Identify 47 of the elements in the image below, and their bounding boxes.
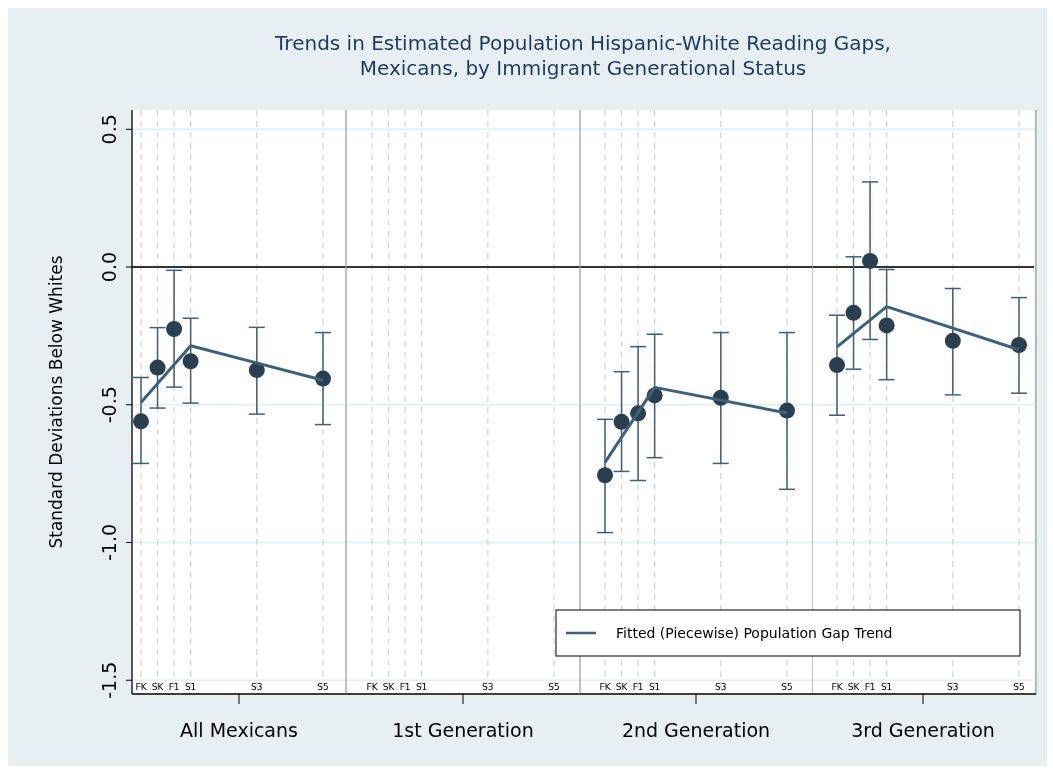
x-tick-label: S3 (715, 682, 727, 692)
x-tick-label: S3 (251, 682, 263, 692)
x-tick-label: S1 (415, 682, 428, 692)
point (597, 467, 613, 484)
x-tick-label: S1 (648, 682, 661, 692)
x-tick-label: S1 (880, 682, 893, 692)
point (878, 317, 895, 334)
x-tick-label: S3 (482, 682, 494, 692)
point (829, 357, 845, 374)
x-axis-title: All Mexicans (180, 719, 298, 741)
x-tick-label: S3 (947, 682, 959, 692)
x-tick-label: FK (831, 682, 844, 692)
y-tick-label: 0.0 (98, 251, 120, 283)
x-tick-label: FK (599, 682, 612, 692)
x-tick-label: FK (135, 682, 148, 692)
x-tick-label: S5 (1013, 682, 1025, 692)
text: Trends in Estimated Population Hispanic-White Reading Gaps, Mexicans, by Immigrant Generational Status (274, 31, 891, 80)
y-tick-label: -1.5 (98, 661, 120, 699)
x-tick-label: S1 (184, 682, 197, 692)
point (613, 413, 630, 430)
x-tick-label: F1 (168, 682, 180, 692)
x-tick-label: FK (366, 682, 379, 692)
x-tick-label: SK (615, 682, 629, 692)
x-axis-title: 3rd Generation (851, 719, 995, 741)
point (944, 332, 961, 349)
point (133, 413, 149, 430)
y-tick-label: -1.0 (98, 523, 120, 562)
x-tick-label: S5 (317, 682, 329, 692)
point (149, 359, 166, 376)
legend-label: Fitted (Piecewise) Population Gap Trend (616, 625, 893, 641)
x-tick-label: SK (151, 682, 165, 692)
y-axis-title: Standard Deviations Below Whites (46, 255, 66, 549)
point (182, 353, 199, 370)
x-tick-label: S5 (781, 682, 793, 692)
x-tick-label: S5 (548, 682, 560, 692)
x-tick-label: F1 (864, 682, 876, 692)
x-axis-title: 2nd Generation (621, 719, 771, 741)
x-axis-title: 1st Generation (392, 719, 534, 741)
y-tick-label: -0.5 (98, 386, 120, 424)
point (166, 321, 183, 337)
point (845, 304, 862, 321)
x-tick-label: SK (847, 682, 861, 692)
x-tick-label: SK (382, 682, 396, 692)
x-tick-label: F1 (399, 682, 411, 692)
point (862, 252, 879, 269)
y-tick-label: 0.5 (98, 114, 120, 145)
x-tick-label: F1 (632, 682, 644, 692)
